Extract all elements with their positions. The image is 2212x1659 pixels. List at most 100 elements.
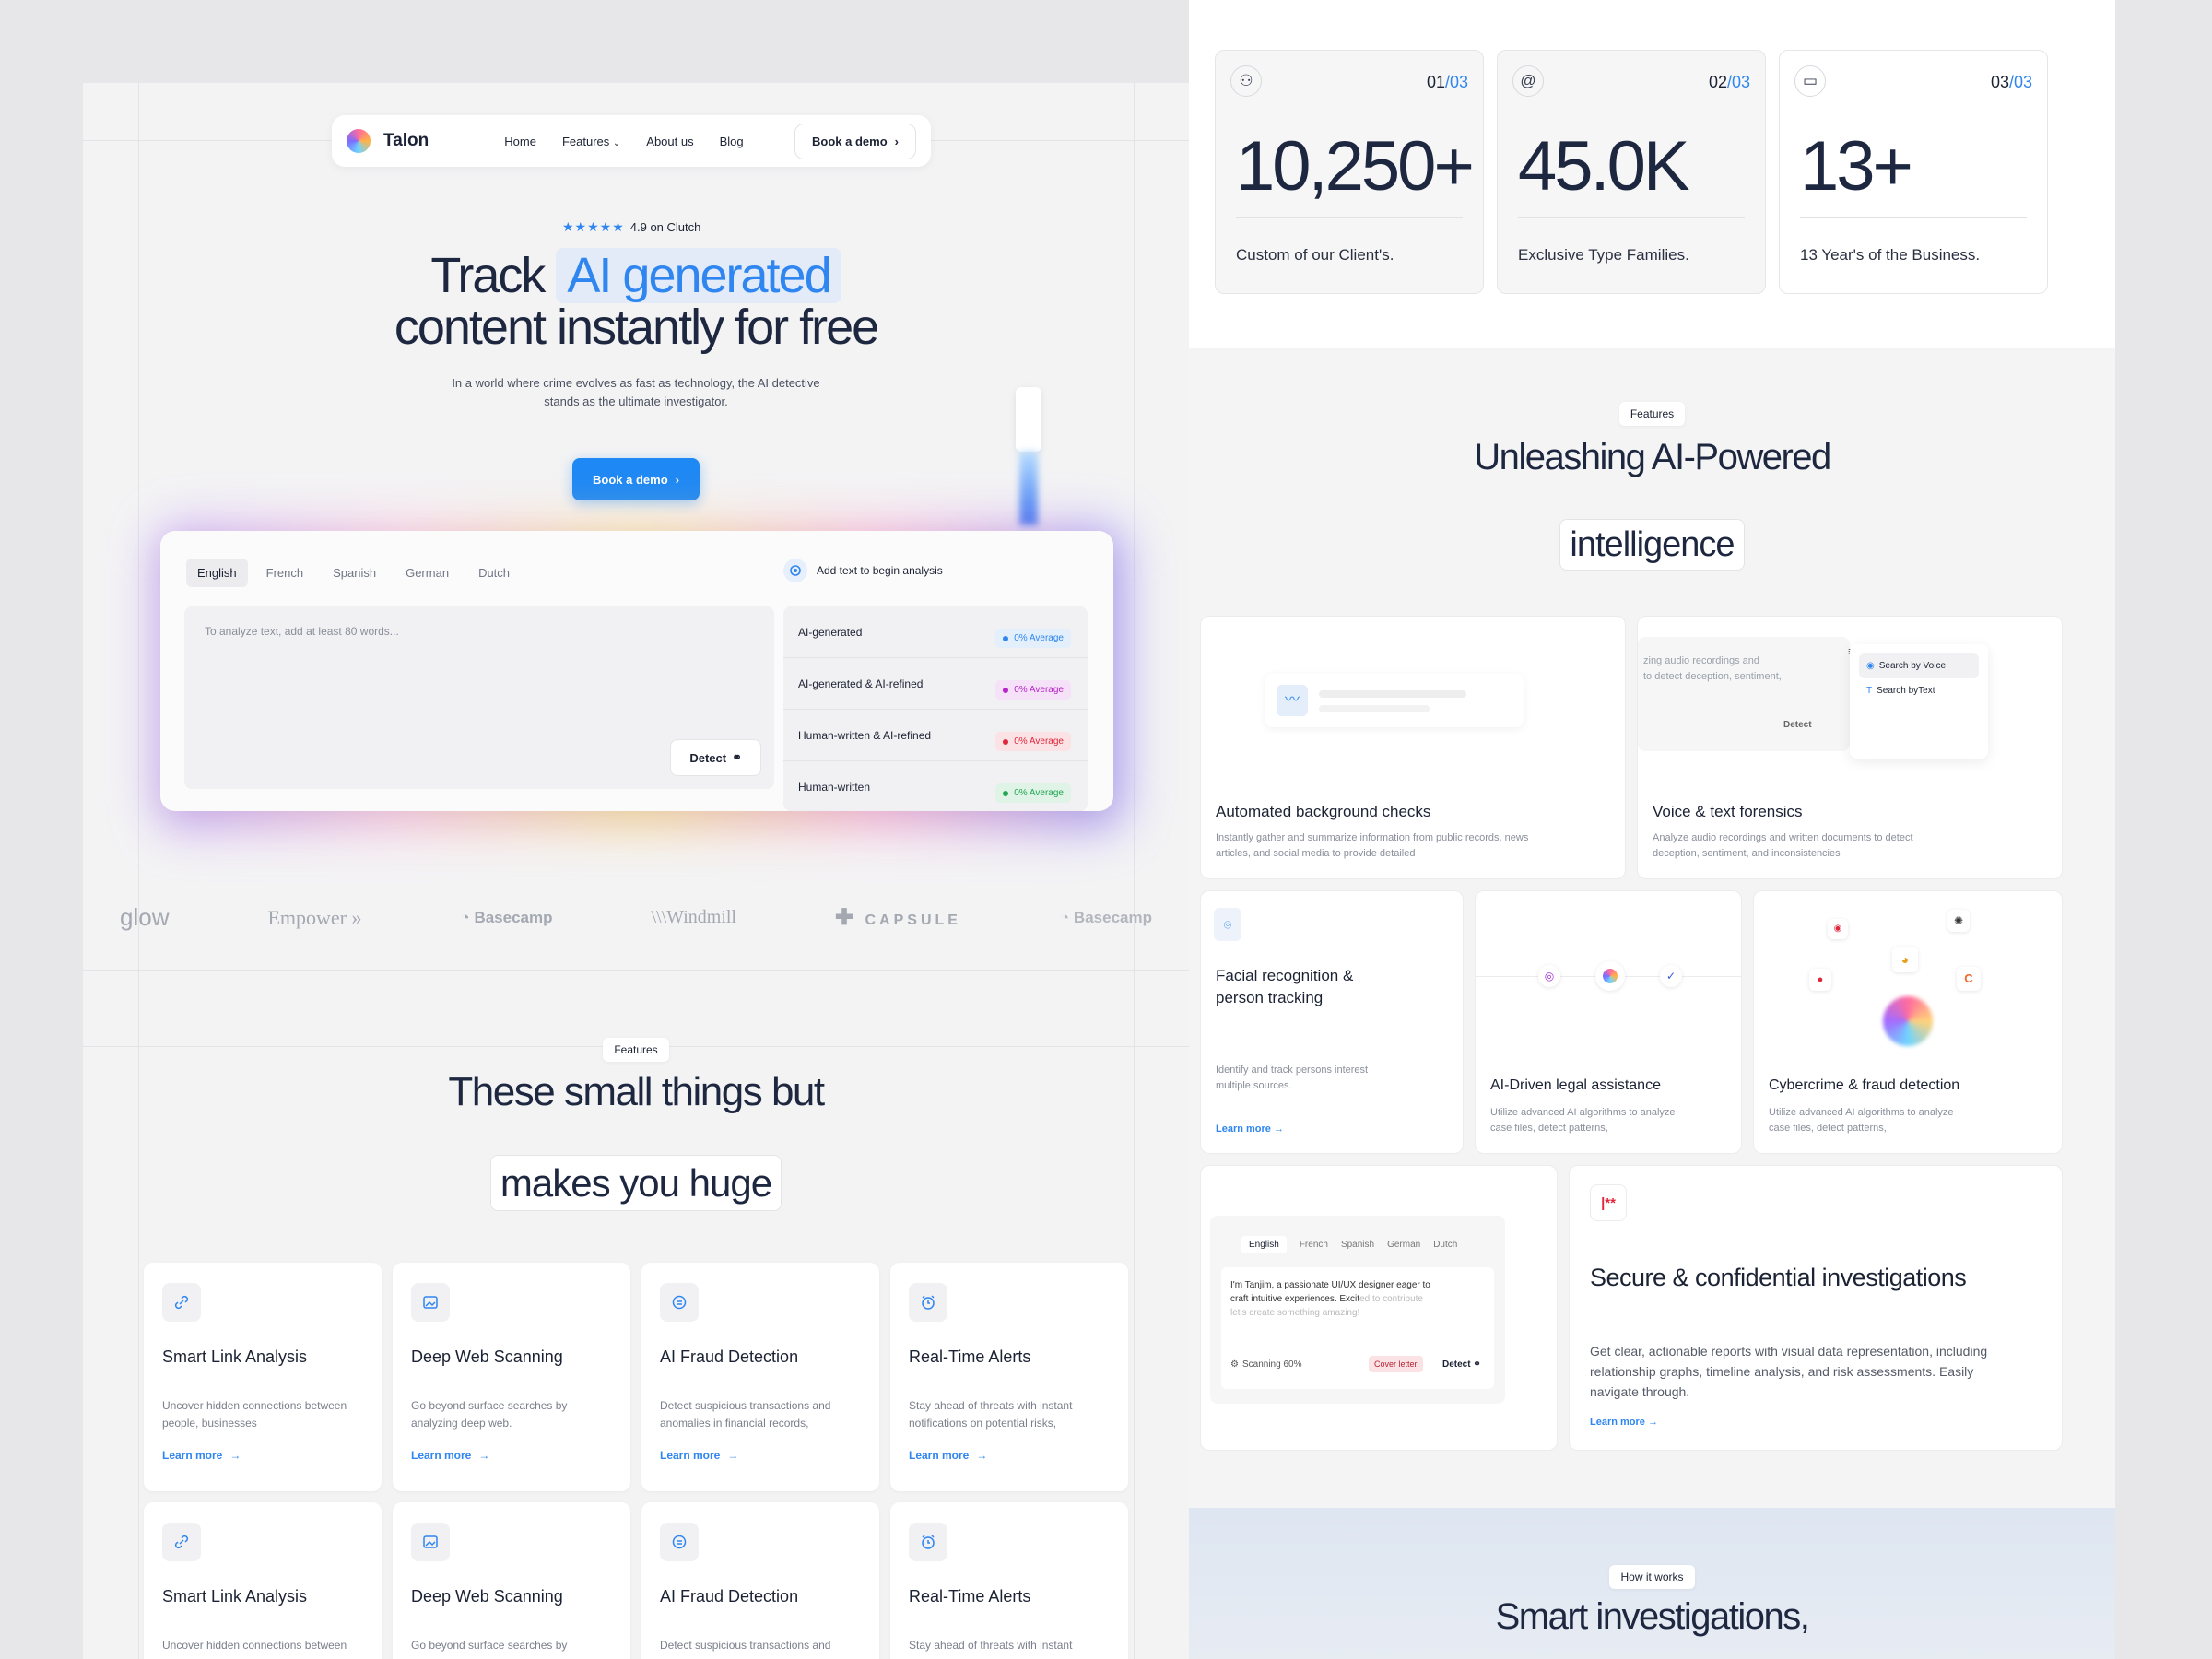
feature-card[interactable]: Smart Link Analysis Uncover hidden conne… (144, 1263, 382, 1491)
tab-english[interactable]: English (186, 559, 248, 587)
logo-basecamp-2: ◔ Basecamp (1060, 909, 1152, 927)
scan-progress: ⚙ Scanning 60% (1230, 1359, 1301, 1370)
window-icon: ▭ (1794, 65, 1826, 97)
feature-card-background-checks[interactable]: 〰 Automated background checks Instantly … (1200, 616, 1626, 879)
feature-card[interactable]: Deep Web Scanning Go beyond surface sear… (393, 1502, 630, 1659)
feature-card-facial[interactable]: ⌾ Facial recognition & person tracking I… (1200, 890, 1464, 1154)
hero-book-demo-button[interactable]: Book a demo › (572, 458, 700, 500)
talon-app-icon (1595, 961, 1625, 991)
search-by-voice-option[interactable]: ◉ Search by Voice (1859, 653, 1979, 678)
tab-french[interactable]: French (265, 566, 304, 580)
stat-value: 13+ (1800, 127, 1913, 206)
feature-card-analyzer-preview[interactable]: English French Spanish German Dutch I'm … (1200, 1165, 1558, 1451)
status-dot-icon (1003, 687, 1009, 693)
tab-spanish[interactable]: Spanish (333, 566, 377, 580)
features-tag: Features (1189, 402, 2115, 426)
search-by-text-option[interactable]: T Search byText (1859, 678, 1979, 703)
tab-dutch[interactable]: Dutch (1433, 1240, 1458, 1250)
feature-card[interactable]: AI Fraud Detection Detect suspicious tra… (641, 1263, 879, 1491)
card-desc: Identify and track persons interest mult… (1216, 1065, 1369, 1091)
search-by-text-label: Search byText (1877, 686, 1936, 696)
result-badge: 0% Average (995, 680, 1071, 700)
card-desc: Go beyond surface searches by analyzing … (411, 1399, 568, 1430)
mini-text-area[interactable]: I'm Tanjim, a passionate UI/UX designer … (1221, 1267, 1494, 1389)
nav-book-demo-button[interactable]: Book a demo › (794, 123, 916, 159)
image-icon (411, 1283, 450, 1322)
tab-german[interactable]: German (1387, 1240, 1421, 1250)
status-dot-icon (1003, 738, 1009, 745)
stat-index: 03/03 (1991, 73, 2032, 92)
feature-card[interactable]: Real-Time Alerts Stay ahead of threats w… (890, 1263, 1128, 1491)
hero-subtitle: In a world where crime evolves as fast a… (452, 376, 820, 408)
add-text-hint: Add text to begin analysis (783, 559, 943, 582)
text-input-placeholder: To analyze text, add at least 80 words..… (205, 625, 399, 638)
learn-more-link[interactable]: Learn more → (411, 1449, 489, 1462)
feature-card[interactable]: AI Fraud Detection Detect suspicious tra… (641, 1502, 879, 1659)
alarm-icon (909, 1523, 947, 1561)
stat-value: 10,250+ (1236, 127, 1475, 206)
tab-french[interactable]: French (1299, 1240, 1328, 1250)
arrow-right-icon: → (229, 1449, 241, 1462)
decor-plug (1016, 387, 1041, 452)
result-label: AI-generated & AI-refined (798, 677, 924, 690)
result-row: Human-written 0% Average (783, 761, 1088, 811)
mock-text-panel: zing audio recordings and to detect dece… (1638, 637, 1850, 751)
card-title: Deep Web Scanning (411, 1587, 563, 1606)
learn-more-link[interactable]: Learn more → (162, 1449, 241, 1462)
tab-german[interactable]: German (406, 566, 450, 580)
chevron-down-icon: ⌄ (612, 137, 621, 148)
card-title: Deep Web Scanning (411, 1347, 563, 1366)
tab-english[interactable]: English (1241, 1236, 1287, 1253)
feature-card-legal[interactable]: ◎ ✓ AI-Driven legal assistance Utilize a… (1475, 890, 1742, 1154)
card-desc: Stay ahead of threats with instant notif… (909, 1399, 1073, 1430)
double-chevron-icon: » (351, 905, 362, 929)
status-dot-icon (1003, 635, 1009, 641)
nav-home[interactable]: Home (504, 134, 536, 148)
logo-windmill: \\\Windmill (651, 907, 736, 928)
learn-more-label: Learn more (660, 1449, 721, 1462)
brand-name: Talon (383, 131, 429, 150)
feature-card[interactable]: Deep Web Scanning Go beyond surface sear… (393, 1263, 630, 1491)
analyze-text-input[interactable]: To analyze text, add at least 80 words..… (184, 606, 774, 789)
cover-letter-tag: Cover letter (1369, 1356, 1423, 1372)
learn-more-link[interactable]: Learn more → (909, 1449, 987, 1462)
card-desc: Go beyond surface searches by (411, 1639, 568, 1652)
binoculars-icon: ⚭ (732, 750, 742, 764)
card-desc: Get clear, actionable reports with visua… (1590, 1344, 1988, 1399)
card-desc: Stay ahead of threats with instant (909, 1639, 1073, 1652)
how-it-works-section: How it works Smart investigations, (1189, 1508, 2115, 1659)
result-row: Human-written & AI-refined 0% Average (783, 710, 1088, 761)
result-row: AI-generated & AI-refined 0% Average (783, 658, 1088, 710)
windmill-icon: \\\ (651, 907, 667, 927)
result-badge-text: 0% Average (1014, 685, 1064, 695)
result-label: Human-written (798, 780, 871, 794)
binoculars-icon: ⚭ (1473, 1359, 1481, 1370)
stat-desc: Custom of our Client's. (1236, 246, 1394, 264)
nav-features[interactable]: Features ⌄ (562, 135, 620, 148)
feature-card-cybercrime[interactable]: ● ✺ ◕ ◉ C Cybercrime & fraud detection U… (1753, 890, 2063, 1154)
nav-about[interactable]: About us (646, 134, 694, 148)
feature-card[interactable]: Smart Link Analysis Uncover hidden conne… (144, 1502, 382, 1659)
learn-more-label: Learn more (1590, 1417, 1645, 1428)
card-desc: Utilize advanced AI algorithms to analyz… (1769, 1107, 1954, 1134)
card-desc: Detect suspicious transactions and (660, 1639, 831, 1652)
feature-card[interactable]: Real-Time Alerts Stay ahead of threats w… (890, 1502, 1128, 1659)
detect-button[interactable]: Detect ⚭ (670, 739, 761, 776)
mini-detect-label: Detect (1442, 1359, 1471, 1370)
learn-more-link[interactable]: Learn more → (1216, 1124, 1284, 1135)
tab-spanish[interactable]: Spanish (1340, 1240, 1375, 1250)
card-title: AI-Driven legal assistance (1490, 1077, 1661, 1093)
result-badge: 0% Average (995, 783, 1071, 803)
learn-more-link[interactable]: Learn more → (1590, 1417, 1658, 1428)
feature-card-secure[interactable]: |** Secure & confidential investigations… (1569, 1165, 2063, 1451)
nav-blog[interactable]: Blog (719, 134, 744, 148)
feature-card-voice-text[interactable]: zing audio recordings and to detect dece… (1637, 616, 2063, 879)
learn-more-link[interactable]: Learn more → (660, 1449, 738, 1462)
learn-more-label: Learn more (162, 1449, 223, 1462)
tab-dutch[interactable]: Dutch (478, 566, 511, 580)
chrome-icon: ◕ (1892, 947, 1918, 972)
mini-detect-button[interactable]: Detect ⚭ (1442, 1359, 1481, 1370)
placeholder-line (1319, 690, 1466, 698)
link-icon (162, 1523, 201, 1561)
mini-analyzer: English French Spanish German Dutch I'm … (1210, 1216, 1505, 1404)
